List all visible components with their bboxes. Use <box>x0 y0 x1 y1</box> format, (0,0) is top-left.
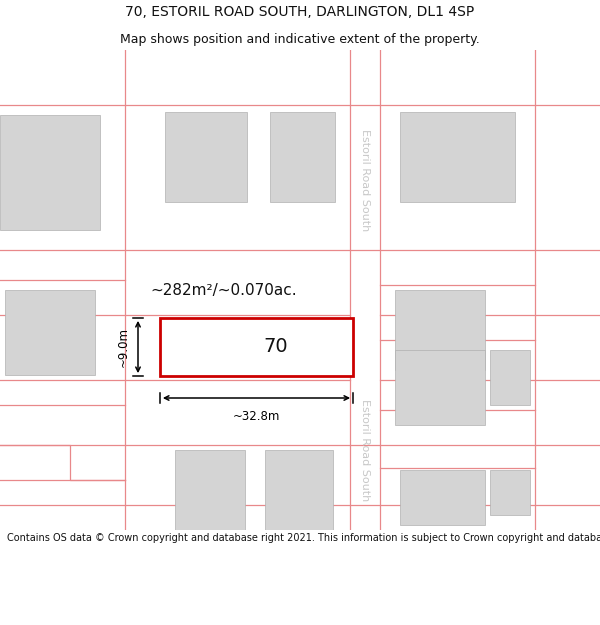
Text: ~9.0m: ~9.0m <box>117 327 130 367</box>
Text: Map shows position and indicative extent of the property.: Map shows position and indicative extent… <box>120 32 480 46</box>
Bar <box>395 350 485 425</box>
Text: 70: 70 <box>263 338 288 356</box>
Bar <box>265 450 333 530</box>
Text: ~32.8m: ~32.8m <box>233 410 280 423</box>
Text: 70, ESTORIL ROAD SOUTH, DARLINGTON, DL1 4SP: 70, ESTORIL ROAD SOUTH, DARLINGTON, DL1 … <box>125 6 475 19</box>
Bar <box>400 470 485 525</box>
Bar <box>395 290 485 370</box>
Bar <box>400 112 515 202</box>
Bar <box>165 112 247 202</box>
Text: ~282m²/~0.070ac.: ~282m²/~0.070ac. <box>150 283 296 298</box>
Bar <box>270 112 335 202</box>
Bar <box>0 115 100 230</box>
Text: Estoril Road South: Estoril Road South <box>360 399 370 501</box>
Bar <box>160 318 353 376</box>
Text: Contains OS data © Crown copyright and database right 2021. This information is : Contains OS data © Crown copyright and d… <box>7 533 600 543</box>
Bar <box>490 470 530 515</box>
Bar <box>5 290 95 375</box>
Text: Estoril Road South: Estoril Road South <box>360 129 370 231</box>
Bar <box>490 350 530 405</box>
Bar <box>175 450 245 530</box>
